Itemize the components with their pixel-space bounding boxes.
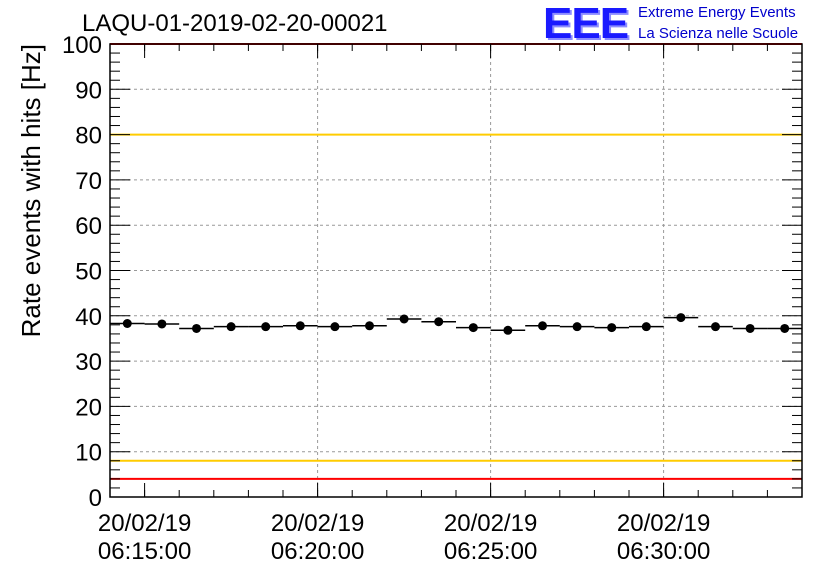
y-tick-label: 20 <box>75 394 102 421</box>
x-tick-label-date: 20/02/19 <box>98 510 191 537</box>
reference-lines <box>110 43 802 480</box>
y-tick-label: 50 <box>75 259 102 286</box>
data-point <box>122 319 132 329</box>
data-point <box>226 322 236 332</box>
data-point <box>503 325 513 335</box>
x-tick-label-time: 06:20:00 <box>271 538 364 565</box>
data-point <box>780 323 790 333</box>
logo-line-1: Extreme Energy Events <box>638 4 796 21</box>
data-point <box>711 322 720 332</box>
data-point <box>261 322 271 332</box>
data-points <box>110 313 802 335</box>
y-tick-label: 30 <box>75 349 102 376</box>
y-tick-labels: 0 10 20 30 40 50 60 70 80 90 100 <box>62 32 102 512</box>
y-tick-label: 90 <box>75 77 102 104</box>
y-axis-title: Rate events with hits [Hz] <box>16 44 46 337</box>
x-tick-labels: 20/02/1906:15:0020/02/1906:20:0020/02/19… <box>98 510 710 565</box>
y-tick-label: 40 <box>75 304 102 331</box>
data-point <box>295 321 305 331</box>
data-point <box>676 313 686 323</box>
plot-frame <box>109 43 803 498</box>
x-tick-label-time: 06:30:00 <box>617 538 710 565</box>
data-point <box>641 322 651 332</box>
data-point <box>365 321 374 331</box>
x-tick-label-date: 20/02/19 <box>444 510 537 537</box>
data-point <box>468 323 478 333</box>
y-tick-label: 70 <box>75 168 102 195</box>
y-tick-label: 80 <box>75 123 102 150</box>
grid-lines <box>110 44 802 497</box>
logo-line-2: La Scienza nelle Scuole <box>638 25 799 42</box>
y-tick-label: 10 <box>75 440 102 467</box>
data-point <box>399 314 409 324</box>
x-tick-label-date: 20/02/19 <box>617 510 710 537</box>
chart-title: LAQU-01-2019-02-20-00021 <box>82 10 388 37</box>
eee-logo: EEE <box>543 0 629 48</box>
data-point <box>192 323 201 333</box>
data-point <box>745 323 755 333</box>
data-point <box>434 317 444 327</box>
x-tick-label-time: 06:15:00 <box>98 538 191 565</box>
y-tick-label: 60 <box>75 213 102 240</box>
data-point <box>157 319 167 329</box>
y-tick-label: 100 <box>62 32 102 59</box>
x-tick-label-date: 20/02/19 <box>271 510 364 537</box>
data-point <box>330 322 340 332</box>
x-tick-label-time: 06:25:00 <box>444 538 537 565</box>
data-point <box>572 322 582 332</box>
data-point <box>538 321 547 331</box>
y-tick-label: 0 <box>89 485 102 512</box>
data-point <box>607 323 617 333</box>
